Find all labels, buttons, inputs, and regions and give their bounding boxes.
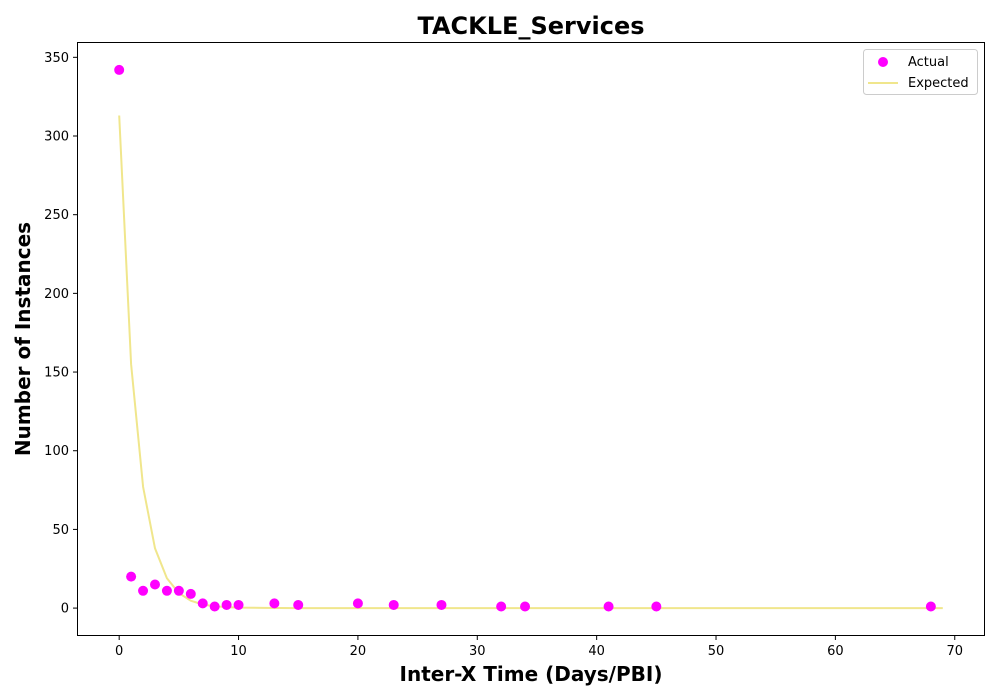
y-axis-title: Number of Instances: [11, 222, 35, 456]
actual-point: [209, 601, 220, 612]
x-axis: 0 10 20 30 40 50 60 70: [115, 635, 963, 659]
legend-actual-label: Actual: [908, 55, 949, 70]
y-axis: 0 50 100 150 200 250 300 350: [44, 51, 78, 617]
actual-point: [161, 585, 172, 596]
y-tick-label: 250: [44, 208, 69, 223]
legend-actual-marker: [878, 57, 888, 67]
actual-point: [925, 601, 936, 612]
plot-area-frame: [77, 42, 985, 636]
y-tick-label: 200: [44, 287, 69, 302]
chart-title: TACKLE_Services: [417, 12, 644, 40]
y-tick-label: 300: [44, 130, 69, 145]
x-tick-label: 50: [708, 644, 725, 659]
x-tick-label: 10: [230, 644, 247, 659]
legend: Actual Expected: [863, 49, 978, 95]
actual-point: [603, 601, 614, 612]
actual-point: [388, 599, 399, 610]
y-tick-label: 0: [61, 602, 69, 617]
actual-point: [173, 585, 184, 596]
actual-point: [436, 599, 447, 610]
actual-point: [197, 598, 208, 609]
actual-point: [138, 585, 149, 596]
x-tick-label: 60: [827, 644, 844, 659]
y-tick-label: 350: [44, 51, 69, 66]
x-tick-label: 20: [350, 644, 367, 659]
actual-point: [496, 601, 507, 612]
x-tick-label: 30: [469, 644, 486, 659]
series-layer: [114, 64, 943, 612]
actual-point: [293, 599, 304, 610]
actual-point: [651, 601, 662, 612]
actual-point: [520, 601, 531, 612]
actual-point: [269, 598, 280, 609]
y-tick-label: 100: [44, 444, 69, 459]
x-tick-label: 70: [946, 644, 963, 659]
x-axis-title: Inter-X Time (Days/PBI): [400, 662, 663, 686]
actual-point: [221, 599, 232, 610]
y-tick-label: 50: [52, 523, 69, 538]
actual-point: [149, 579, 160, 590]
actual-point: [352, 598, 363, 609]
x-tick-label: 0: [115, 644, 123, 659]
actual-point: [114, 64, 125, 75]
actual-point: [233, 599, 244, 610]
legend-expected-label: Expected: [908, 76, 969, 91]
x-tick-label: 40: [588, 644, 605, 659]
expected-line: [118, 115, 943, 610]
actual-point: [185, 588, 196, 599]
actual-point: [126, 571, 137, 582]
y-tick-label: 150: [44, 366, 69, 381]
